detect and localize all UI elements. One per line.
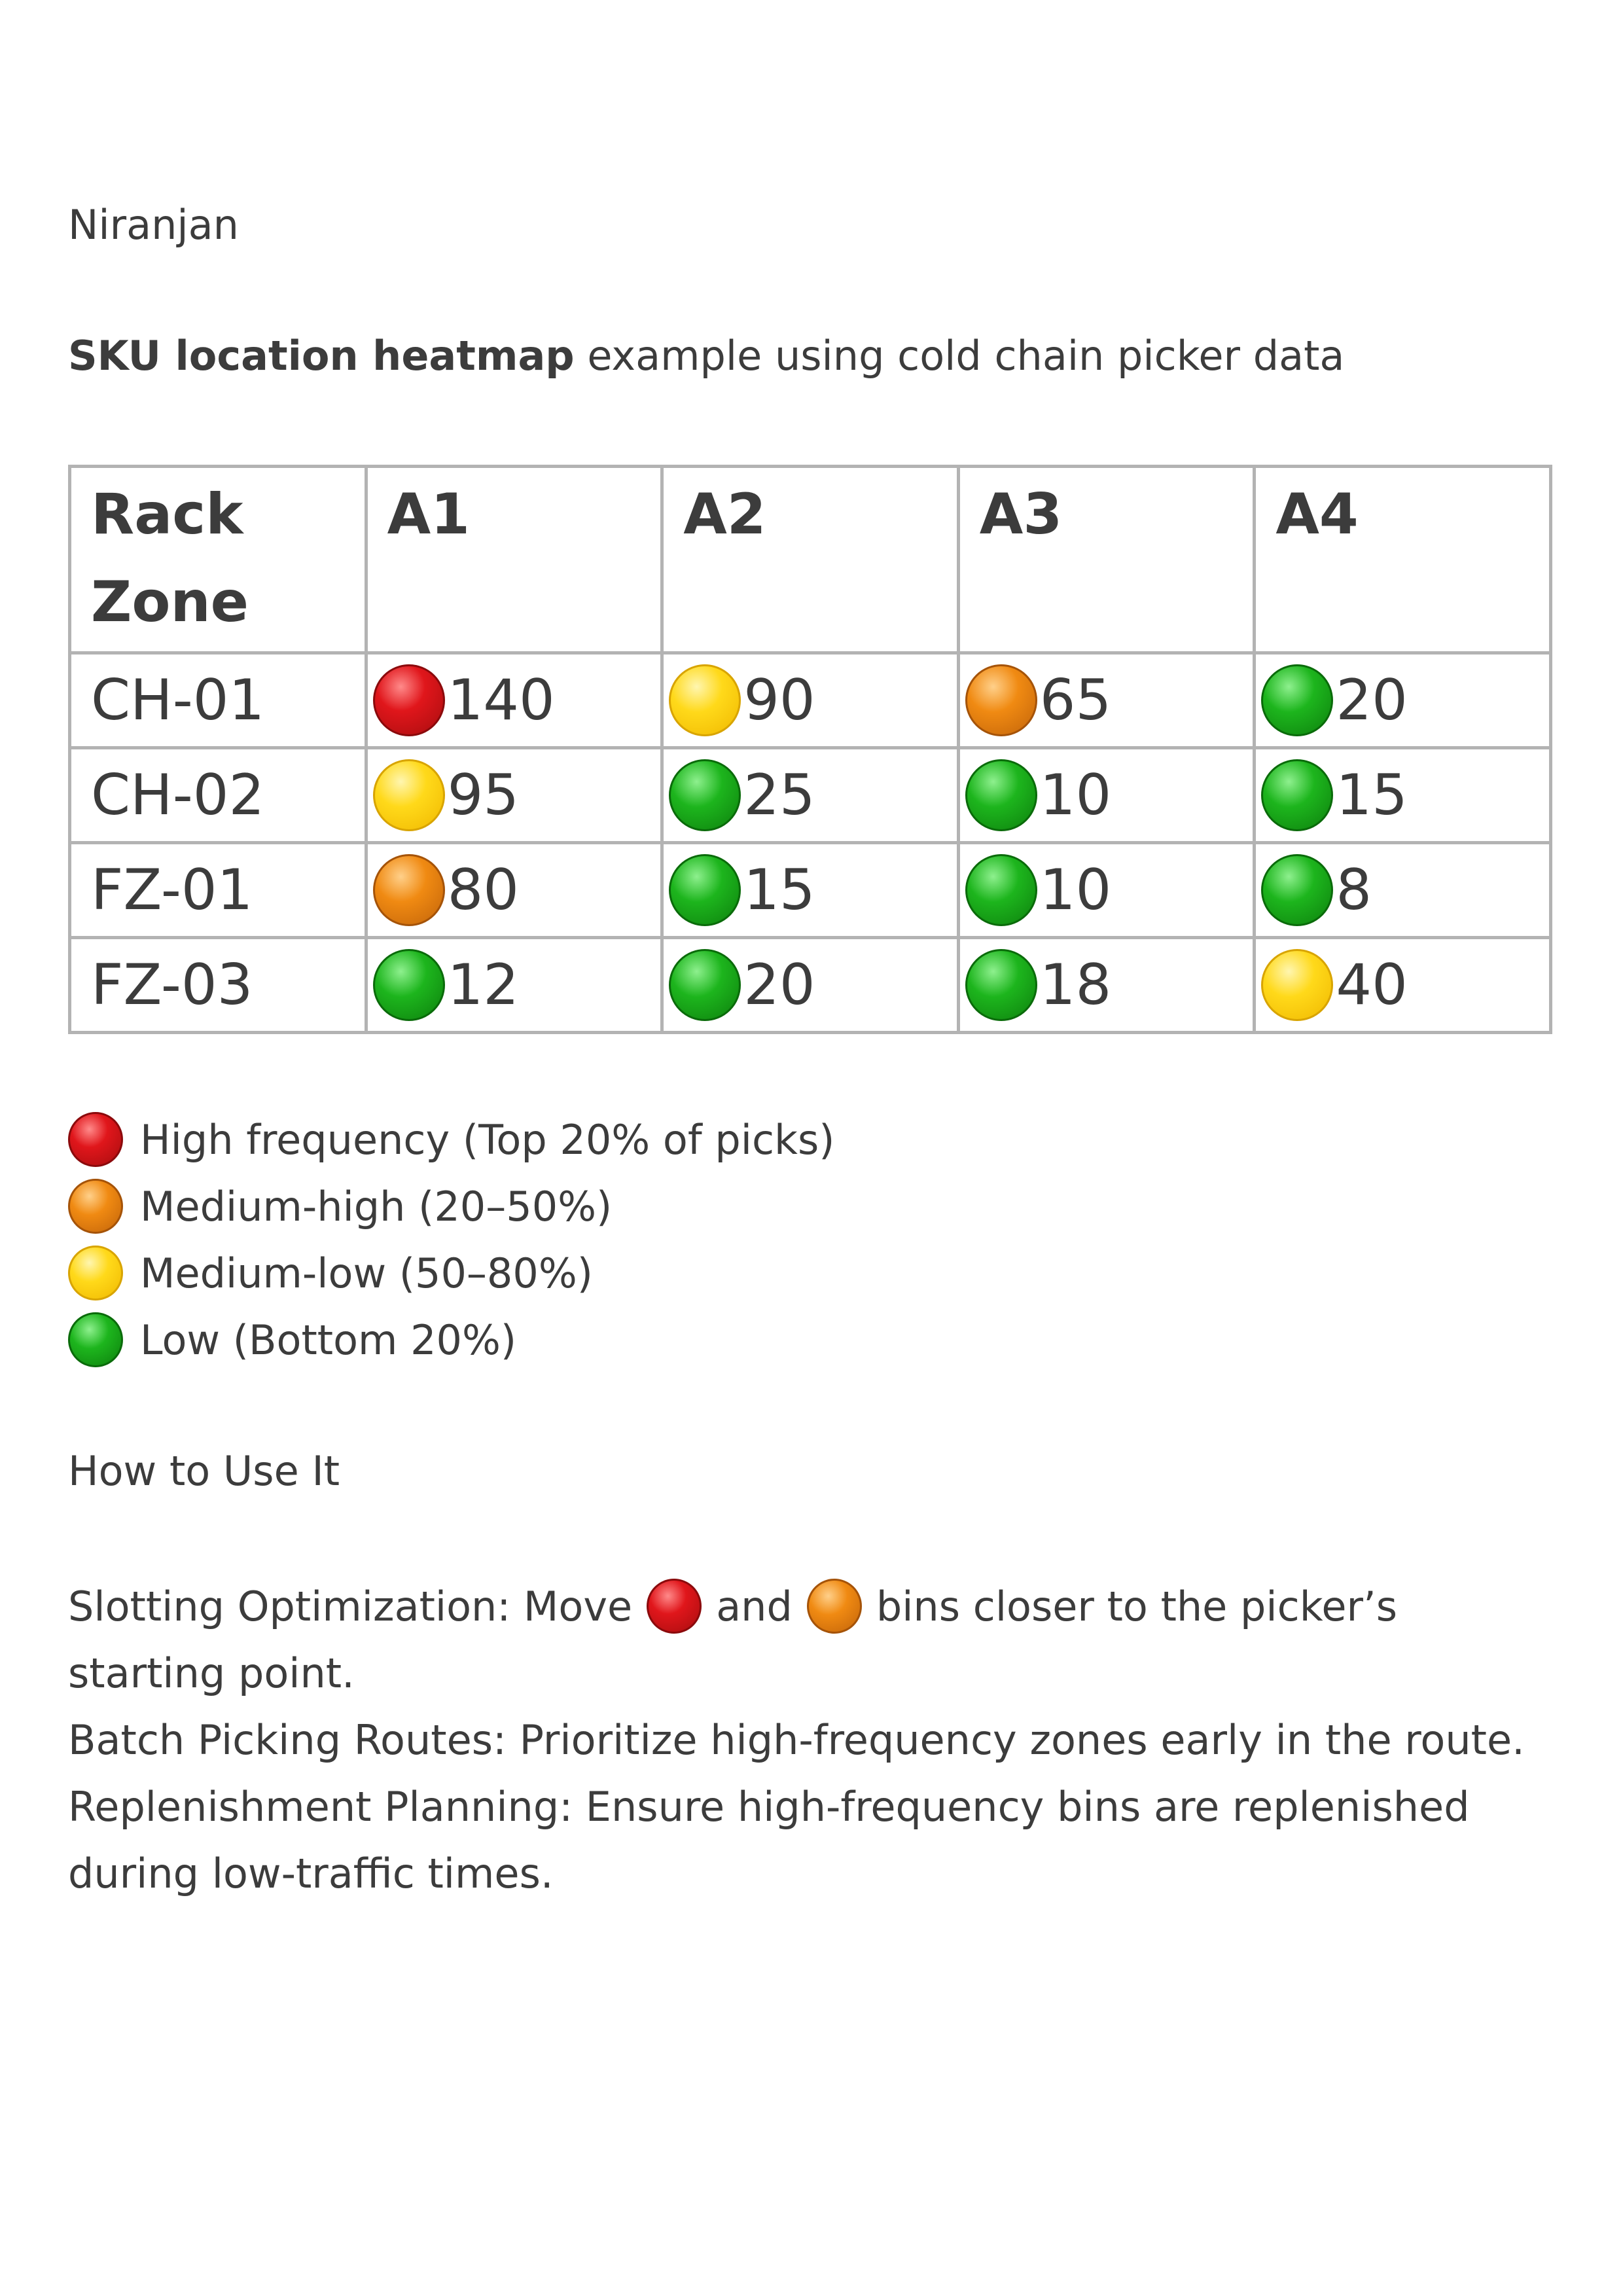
red-circle-icon (647, 1578, 702, 1634)
orange-circle-icon (806, 1578, 862, 1634)
cell-value: 90 (743, 668, 815, 733)
cell-value: 95 (447, 762, 520, 828)
cell-value: 20 (1336, 668, 1408, 733)
table-cell: 90 (660, 651, 960, 749)
cell-value: 80 (447, 857, 520, 923)
intro-rest: example using cold chain picker data (574, 332, 1345, 380)
cell-value: 15 (1336, 762, 1408, 828)
table-cell: 25 (660, 746, 960, 844)
cell-value: 65 (1039, 668, 1112, 733)
table-cell: 80 (364, 841, 664, 939)
header-rack-zone: Rack Zone (68, 465, 368, 655)
legend-item-high: High frequency (Top 20% of picks) (68, 1106, 834, 1173)
table-row: CH-01 140 90 65 20 (68, 651, 1552, 749)
cell-value: 25 (743, 762, 815, 828)
tip-batch-picking: Batch Picking Routes: Prioritize high-fr… (68, 1716, 1525, 1764)
legend-item-medium-low: Medium-low (50–80%) (68, 1240, 834, 1306)
table-row: FZ-03 12 20 18 40 (68, 936, 1552, 1034)
cell-value: 15 (743, 857, 815, 923)
table-cell: 140 (364, 651, 664, 749)
cell-value: 18 (1039, 952, 1112, 1018)
table-header-row: Rack Zone A1 A2 A3 A4 (68, 465, 1552, 655)
how-to-use-heading: How to Use It (68, 1447, 340, 1495)
table-cell: 65 (956, 651, 1257, 749)
header-col-a1: A1 (364, 465, 664, 655)
table-cell: 8 (1253, 841, 1552, 939)
table-cell: 10 (956, 746, 1257, 844)
tip-text: bins closer to the picker’s (876, 1583, 1398, 1630)
orange-circle-icon (68, 1179, 123, 1234)
table-row: FZ-01 80 15 10 8 (68, 841, 1552, 939)
cell-value: 8 (1336, 857, 1372, 923)
heatmap-table: Rack Zone A1 A2 A3 A4 CH-01 140 90 65 20 … (68, 465, 1552, 1034)
tip-text: and (716, 1583, 793, 1630)
green-circle-icon (68, 1312, 123, 1367)
legend: High frequency (Top 20% of picks) Medium… (68, 1106, 834, 1373)
header-col-a2: A2 (660, 465, 960, 655)
cell-value: 10 (1039, 762, 1112, 828)
zone-cell: FZ-01 (68, 841, 368, 939)
legend-label: Medium-high (20–50%) (140, 1182, 613, 1230)
yellow-circle-icon (68, 1246, 123, 1300)
heat-circle-icon (1261, 759, 1334, 831)
heat-circle-icon (669, 949, 741, 1021)
tip-replenishment: Replenishment Planning: Ensure high-freq… (68, 1783, 1470, 1831)
heat-circle-icon (669, 854, 741, 926)
table-cell: 20 (1253, 651, 1552, 749)
heat-circle-icon (1261, 949, 1334, 1021)
heat-circle-icon (372, 949, 445, 1021)
header-rack: Rack (91, 482, 243, 547)
heat-circle-icon (669, 759, 741, 831)
usage-tips: Slotting Optimization: Move and bins close… (68, 1573, 1573, 1907)
zone-cell: CH-01 (68, 651, 368, 749)
heat-circle-icon (669, 664, 741, 736)
cell-value: 40 (1336, 952, 1408, 1018)
cell-value: 20 (743, 952, 815, 1018)
legend-label: High frequency (Top 20% of picks) (140, 1115, 835, 1164)
heat-circle-icon (965, 759, 1037, 831)
table-cell: 12 (364, 936, 664, 1034)
legend-label: Medium-low (50–80%) (140, 1249, 593, 1297)
tip-slotting: Slotting Optimization: Move and bins close… (68, 1573, 1573, 1640)
table-cell: 15 (1253, 746, 1552, 844)
legend-item-medium-high: Medium-high (20–50%) (68, 1173, 834, 1240)
heat-circle-icon (372, 854, 445, 926)
table-cell: 15 (660, 841, 960, 939)
tip-replenishment-cont: during low-traffic times. (68, 1850, 554, 1897)
intro-bold-title: SKU location heatmap (68, 332, 575, 380)
intro-line: SKU location heatmap example using cold … (68, 332, 1344, 380)
table-cell: 95 (364, 746, 664, 844)
header-col-a3: A3 (956, 465, 1257, 655)
header-col-a4: A4 (1253, 465, 1552, 655)
heat-circle-icon (372, 664, 445, 736)
table-cell: 20 (660, 936, 960, 1034)
tip-text: Slotting Optimization: Move (68, 1583, 633, 1630)
cell-value: 12 (447, 952, 520, 1018)
author-name: Niranjan (68, 201, 239, 249)
heat-circle-icon (372, 759, 445, 831)
zone-cell: FZ-03 (68, 936, 368, 1034)
legend-item-low: Low (Bottom 20%) (68, 1306, 834, 1373)
heat-circle-icon (965, 949, 1037, 1021)
cell-value: 140 (447, 668, 555, 733)
heat-circle-icon (1261, 664, 1334, 736)
legend-label: Low (Bottom 20%) (140, 1316, 517, 1364)
table-cell: 40 (1253, 936, 1552, 1034)
table-row: CH-02 95 25 10 15 (68, 746, 1552, 844)
red-circle-icon (68, 1112, 123, 1167)
heat-circle-icon (965, 664, 1037, 736)
heat-circle-icon (965, 854, 1037, 926)
heat-circle-icon (1261, 854, 1334, 926)
table-cell: 10 (956, 841, 1257, 939)
cell-value: 10 (1039, 857, 1112, 923)
zone-cell: CH-02 (68, 746, 368, 844)
table-cell: 18 (956, 936, 1257, 1034)
tip-slotting-cont: starting point. (68, 1649, 355, 1697)
header-zone: Zone (91, 569, 249, 635)
